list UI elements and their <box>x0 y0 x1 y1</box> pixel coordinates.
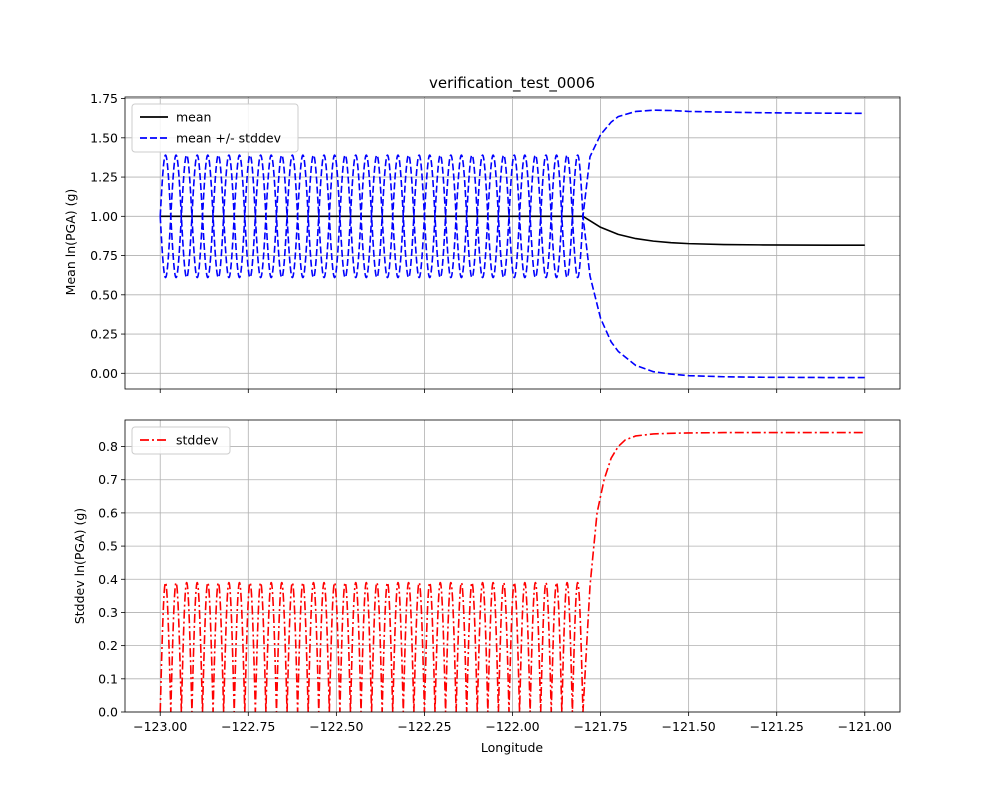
chart-title: verification_test_0006 <box>429 74 595 93</box>
axes-frame <box>124 96 901 390</box>
y-tick-label: 0.0 <box>98 705 118 720</box>
x-tick-label: −121.00 <box>838 719 892 734</box>
y-tick-label: 0.3 <box>98 605 118 620</box>
y-tick-label: 1.50 <box>90 130 118 145</box>
x-tick-label: −121.75 <box>573 719 627 734</box>
y-tick-label: 0.5 <box>98 539 118 554</box>
x-tick-label: −122.25 <box>397 719 451 734</box>
legend-box <box>131 426 231 455</box>
y-tick-label: 0.4 <box>98 572 118 587</box>
x-tick-label: −122.50 <box>309 719 363 734</box>
legend-label: stddev <box>176 433 219 448</box>
y-tick-label: 0.25 <box>90 327 118 342</box>
axes-frame <box>124 419 901 713</box>
legend-label: mean <box>176 110 211 125</box>
x-tick-label: −122.75 <box>221 719 275 734</box>
stddev-line <box>159 431 865 712</box>
mean-line <box>160 215 865 246</box>
y-tick-label: 0.6 <box>98 505 118 520</box>
y-tick-label: 1.00 <box>90 209 118 224</box>
y-tick-label: 0.7 <box>98 472 118 487</box>
bottom-y-axis-label: Stddev ln(PGA) (g) <box>72 508 87 624</box>
mean-minus-stddev-line <box>159 154 865 379</box>
y-tick-label: 1.75 <box>90 91 118 106</box>
y-tick-label: 1.25 <box>90 170 118 185</box>
x-tick-label: −122.00 <box>485 719 539 734</box>
x-tick-label: −121.25 <box>750 719 804 734</box>
x-axis-label: Longitude <box>481 740 543 755</box>
y-tick-label: 0.00 <box>90 366 118 381</box>
y-tick-label: 0.2 <box>98 638 118 653</box>
x-tick-label: −123.00 <box>133 719 187 734</box>
y-tick-label: 0.1 <box>98 671 118 686</box>
y-tick-label: 0.75 <box>90 248 118 263</box>
top-y-axis-label: Mean ln(PGA) (g) <box>63 189 78 296</box>
legend-box <box>131 103 299 153</box>
y-tick-label: 0.8 <box>98 439 118 454</box>
bottom-axes: 0.0 0.1 0.2 0.3 0.4 0.5 0.6 0.7 0.8 −123.00 −122.7… <box>98 419 901 734</box>
x-tick-label: −121.50 <box>662 719 716 734</box>
mean-plus-stddev-line <box>159 109 865 279</box>
y-tick-label: 0.50 <box>90 287 118 302</box>
legend-label: mean +/- stddev <box>176 131 282 146</box>
top-axes: 0.00 0.25 0.50 0.75 1.00 1.25 1.50 1.75 mean mean… <box>90 91 901 393</box>
